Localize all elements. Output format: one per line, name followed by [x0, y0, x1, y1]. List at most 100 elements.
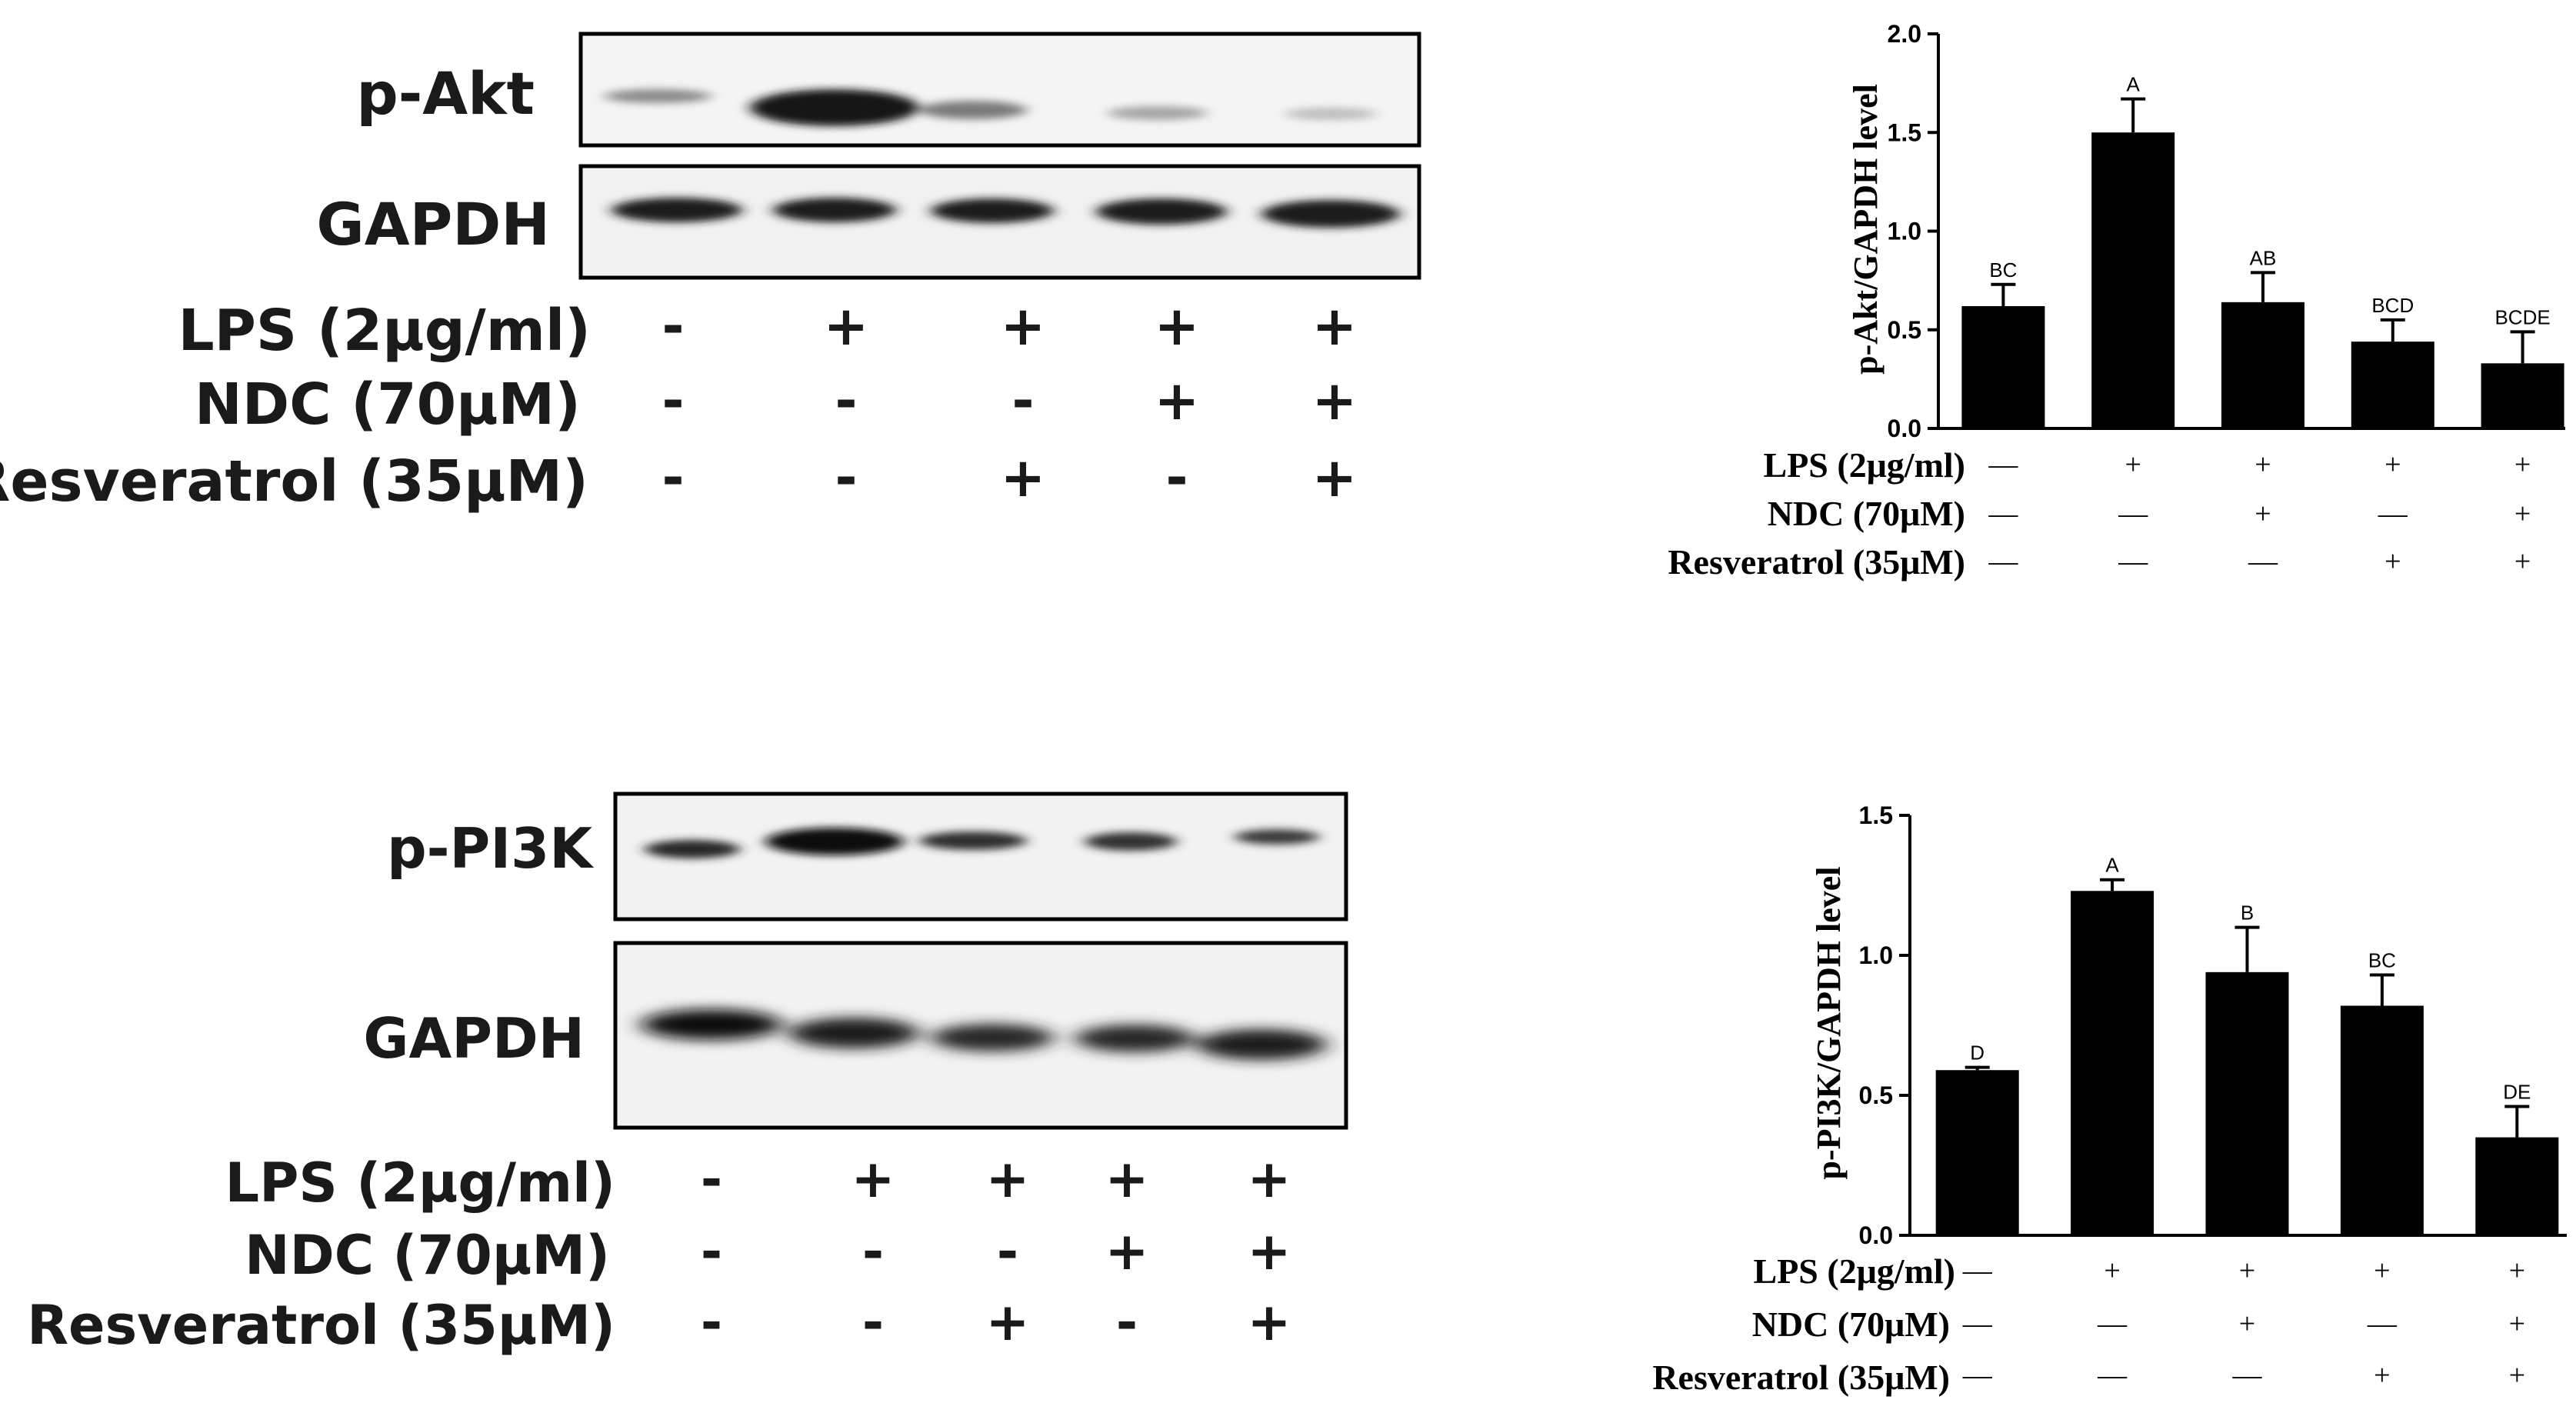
significance-label: BC	[2368, 948, 2396, 971]
blot-bands-p-akt	[604, 89, 1377, 126]
bar	[2351, 342, 2434, 428]
condition-label-lps: LPS (2μg/ml)	[225, 1151, 616, 1215]
band-lane-3	[931, 1024, 1054, 1051]
blot-sign: +	[1312, 295, 1358, 358]
bar-chart-p-pi3k: p-PI3K/GAPDH level D A B BC DE 0.0 0.5 1.0 1.5 L…	[1652, 801, 2567, 1397]
blot-sign: -	[661, 369, 684, 432]
condition-sign: +	[2384, 545, 2401, 578]
significance-label: BCDE	[2494, 305, 2550, 328]
blot-bands-p-pi3k	[645, 828, 1319, 858]
condition-sign: —	[1988, 498, 2018, 530]
condition-sign: +	[2239, 1308, 2255, 1340]
blot-panel-akt: p-Akt GAPDH LPS (2μg/ml) NDC (70μM) Resv…	[0, 32, 1421, 515]
condition-label-ndc: NDC (70μM)	[195, 372, 581, 438]
blot-sign: -	[862, 1292, 884, 1353]
blot-frame-p-pi3k	[613, 791, 1348, 921]
condition-sign: —	[1962, 1308, 1993, 1340]
band-lane-1	[612, 198, 742, 222]
blot-sign: -	[1116, 1292, 1138, 1353]
condition-sign: —	[2118, 545, 2148, 578]
condition-sign: +	[2514, 498, 2531, 530]
condition-sign: +	[2374, 1255, 2390, 1287]
blot-sign: -	[701, 1292, 722, 1353]
blot-sign: +	[1248, 1292, 1291, 1353]
blot-panel-pi3k: p-PI3K GAPDH LPS (2μg/ml) NDC (70μM) Res…	[27, 791, 1348, 1357]
band-lane-2	[788, 1018, 919, 1048]
condition-sign: +	[2254, 448, 2271, 481]
y-tick-label: 1.5	[1859, 801, 1893, 829]
condition-label-resveratrol: Resveratrol (35μM)	[1652, 1358, 1950, 1397]
bar-chart-p-akt: p-Akt/GAPDH level BC A AB BCD BCDE 0.0 0.5 1.0 1…	[1668, 20, 2565, 582]
condition-sign-grid: — + + + + — — + — + — — — + +	[1962, 1255, 2525, 1391]
condition-label-ndc: NDC (70μM)	[1768, 494, 1965, 533]
condition-sign: —	[2097, 1359, 2128, 1391]
significance-label: A	[2105, 854, 2119, 877]
blot-sign: -	[835, 369, 857, 432]
condition-label-resveratrol: Resveratrol (35μM)	[0, 448, 588, 515]
condition-sign: +	[2384, 448, 2401, 481]
band-lane-2	[765, 828, 904, 855]
y-tick-label: 1.5	[1888, 118, 1921, 146]
blot-bands-gapdh-1	[612, 198, 1400, 228]
bar	[2071, 891, 2154, 1235]
blot-sign-grid: - + + + + - - - + + - - + - +	[661, 295, 1357, 509]
condition-sign: +	[2104, 1255, 2120, 1287]
blot-sign: +	[1248, 1149, 1291, 1210]
condition-sign: +	[2374, 1359, 2390, 1391]
plot-area: BC A AB BCD BCDE 0.0 0.5 1.0 1.5 2.0	[1888, 20, 2565, 442]
band-lane-1	[604, 89, 711, 103]
condition-sign: —	[1988, 448, 2018, 481]
blot-sign: -	[661, 446, 684, 509]
condition-sign: +	[2514, 448, 2531, 481]
condition-sign: —	[1962, 1359, 1993, 1391]
band-lane-5	[1235, 829, 1319, 845]
blot-sign: +	[1105, 1149, 1149, 1210]
condition-sign: +	[2509, 1308, 2525, 1340]
significance-label: D	[1970, 1041, 1984, 1065]
bar	[2481, 363, 2564, 428]
blot-sign: +	[1312, 369, 1358, 432]
band-label-gapdh-2: GAPDH	[363, 1006, 585, 1071]
condition-sign: —	[2378, 498, 2408, 530]
significance-label: B	[2241, 901, 2254, 925]
significance-label: DE	[2503, 1081, 2531, 1104]
y-tick-label: 0.0	[1888, 415, 1921, 442]
condition-label-ndc: NDC (70μM)	[1752, 1305, 1950, 1344]
band-lane-1	[645, 840, 740, 858]
significance-label: A	[2127, 73, 2141, 96]
band-lane-3	[919, 101, 1027, 119]
condition-sign: +	[2509, 1255, 2525, 1287]
blot-sign: -	[862, 1221, 884, 1282]
blot-sign: +	[1248, 1221, 1291, 1282]
condition-label-lps: LPS (2μg/ml)	[1754, 1251, 1955, 1291]
y-axis-label: p-PI3K/GAPDH level	[1810, 867, 1848, 1180]
band-lane-2	[773, 198, 896, 222]
blot-sign: -	[997, 1221, 1018, 1282]
blot-sign: +	[1105, 1221, 1149, 1282]
condition-label-lps: LPS (2μg/ml)	[1764, 445, 1965, 485]
band-lane-4	[1075, 1025, 1195, 1052]
significance-label: BCD	[2371, 294, 2414, 317]
y-tick-label: 0.5	[1859, 1081, 1893, 1109]
y-tick-label: 1.0	[1888, 218, 1921, 245]
bar	[2221, 302, 2304, 428]
blot-sign-grid: - + + + + - - - + + - - + - +	[701, 1149, 1291, 1353]
band-lane-4	[1096, 198, 1227, 225]
blot-sign: -	[835, 446, 857, 509]
condition-sign: —	[2248, 545, 2278, 578]
band-lane-3	[919, 831, 1027, 850]
y-tick-label: 0.5	[1888, 316, 1921, 344]
blot-bands-gapdh-2	[641, 1009, 1327, 1060]
bar	[1961, 305, 2045, 428]
blot-sign: -	[701, 1221, 722, 1282]
significance-label: AB	[2250, 246, 2277, 269]
condition-sign: —	[1988, 545, 2018, 578]
band-lane-5	[1196, 1029, 1327, 1060]
blot-sign: +	[851, 1149, 895, 1210]
plot-area: D A B BC DE 0.0 0.5 1.0 1.5	[1859, 801, 2567, 1249]
y-tick-label: 2.0	[1888, 20, 1921, 48]
condition-label-resveratrol: Resveratrol (35μM)	[1668, 542, 1965, 582]
blot-sign: +	[1001, 295, 1046, 358]
band-lane-4	[1085, 832, 1177, 851]
